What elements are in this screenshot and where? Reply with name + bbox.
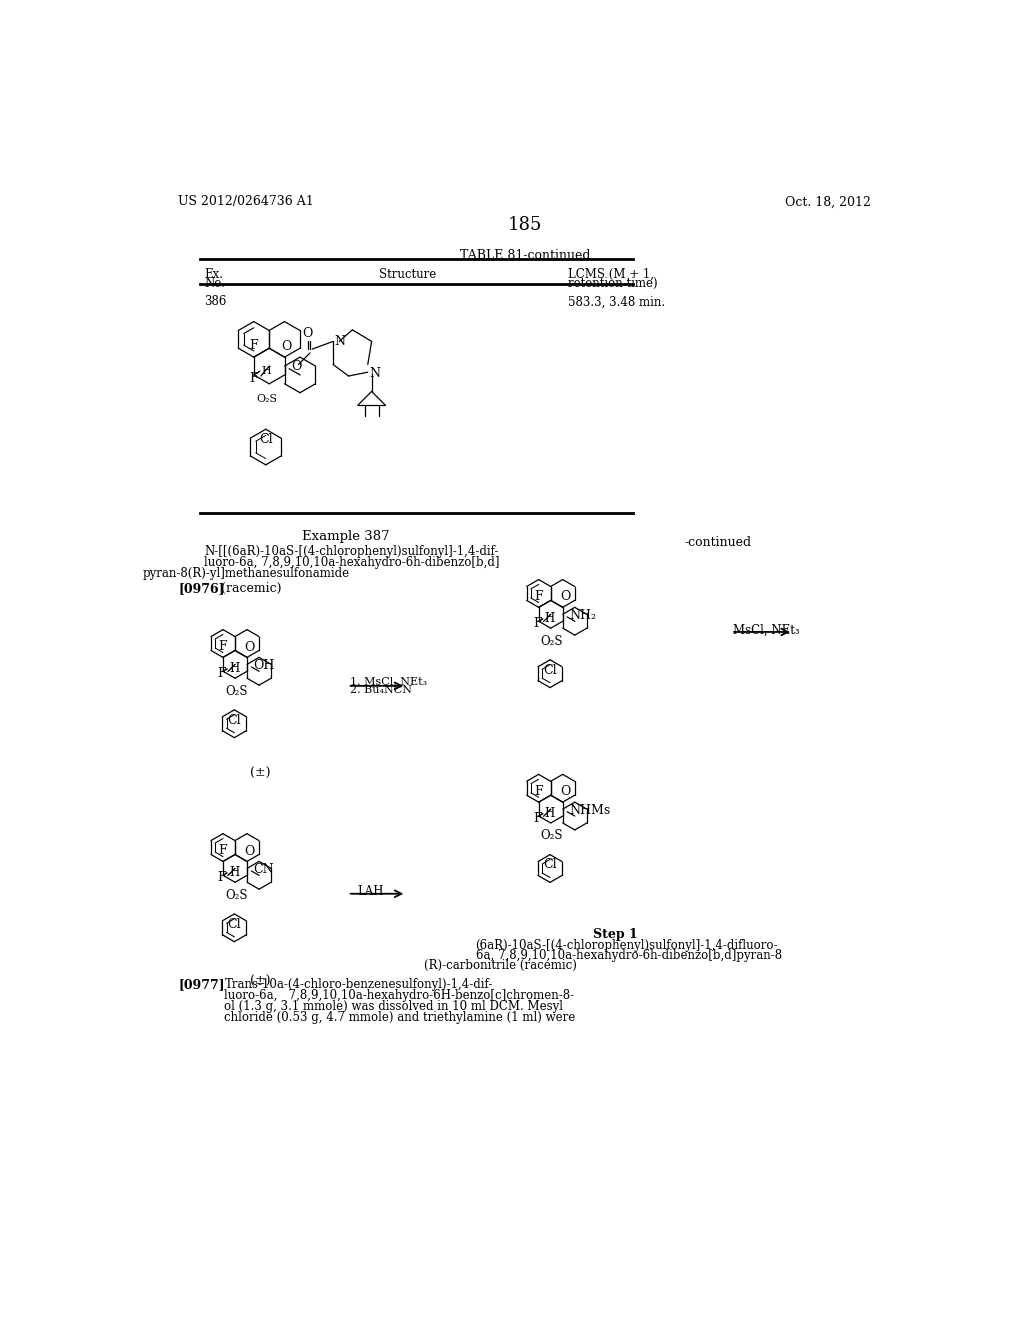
Text: F: F xyxy=(250,339,258,351)
Text: Cl: Cl xyxy=(543,858,557,871)
Text: H: H xyxy=(545,807,555,820)
Text: retention time): retention time) xyxy=(568,277,657,290)
Text: MsCl, NEt₃: MsCl, NEt₃ xyxy=(733,624,800,638)
Text: 386: 386 xyxy=(205,296,227,309)
Text: TABLE 81-continued: TABLE 81-continued xyxy=(460,249,590,263)
Text: O₂S: O₂S xyxy=(256,395,278,404)
Text: F: F xyxy=(250,372,258,384)
Text: F: F xyxy=(217,667,226,680)
Text: Trans-10a-(4-chloro-benzenesulfonyl)-1,4-dif-: Trans-10a-(4-chloro-benzenesulfonyl)-1,4… xyxy=(224,978,493,991)
Text: luoro-6a, 7,8,9,10,10a-hexahydro-6h-dibenzo[b,d]: luoro-6a, 7,8,9,10,10a-hexahydro-6h-dibe… xyxy=(205,556,500,569)
Text: F: F xyxy=(219,640,227,653)
Text: (6aR)-10aS-[(4-chlorophenyl)sulfonyl]-1,4-difluoro-: (6aR)-10aS-[(4-chlorophenyl)sulfonyl]-1,… xyxy=(475,940,778,952)
Text: (racemic): (racemic) xyxy=(221,582,282,595)
Text: chloride (0.53 g, 4.7 mmole) and triethylamine (1 ml) were: chloride (0.53 g, 4.7 mmole) and triethy… xyxy=(224,1011,575,1024)
Text: Example 387: Example 387 xyxy=(302,531,390,544)
Text: 6a, 7,8,9,10,10a-hexahydro-6h-dibenzo[b,d]pyran-8: 6a, 7,8,9,10,10a-hexahydro-6h-dibenzo[b,… xyxy=(475,949,781,962)
Text: H: H xyxy=(545,612,555,626)
Text: 1. MsCl, NEt₃: 1. MsCl, NEt₃ xyxy=(350,676,427,686)
Text: Cl: Cl xyxy=(259,433,272,446)
Text: 185: 185 xyxy=(508,216,542,234)
Text: N: N xyxy=(335,335,346,348)
Text: ol (1.3 g, 3.1 mmole) was dissolved in 10 ml DCM. Mesyl: ol (1.3 g, 3.1 mmole) was dissolved in 1… xyxy=(224,1001,563,1012)
Text: (±): (±) xyxy=(250,974,270,987)
Text: (±): (±) xyxy=(250,767,270,780)
Text: No.: No. xyxy=(205,277,225,290)
Text: F: F xyxy=(532,812,542,825)
Text: H: H xyxy=(229,663,240,676)
Text: (R)-carbonitrile (racemic): (R)-carbonitrile (racemic) xyxy=(424,960,577,973)
Text: Cl: Cl xyxy=(543,664,557,677)
Text: F: F xyxy=(532,616,542,630)
Text: NHMs: NHMs xyxy=(569,804,610,817)
Text: Step 1: Step 1 xyxy=(593,928,638,941)
Text: [0977]: [0977] xyxy=(178,978,225,991)
Text: O: O xyxy=(282,341,292,354)
Text: -continued: -continued xyxy=(685,536,752,549)
Text: CN: CN xyxy=(253,863,273,876)
Text: Cl: Cl xyxy=(227,917,241,931)
Text: O: O xyxy=(244,640,255,653)
Text: F: F xyxy=(535,784,543,797)
Text: O: O xyxy=(244,845,255,858)
Text: N-[[(6aR)-10aS-[(4-chlorophenyl)sulfonyl]-1,4-dif-: N-[[(6aR)-10aS-[(4-chlorophenyl)sulfonyl… xyxy=(205,545,499,558)
Text: Structure: Structure xyxy=(379,268,436,281)
Text: H: H xyxy=(262,366,271,376)
Text: O: O xyxy=(302,327,313,339)
Text: O₂S: O₂S xyxy=(541,829,563,842)
Text: US 2012/0264736 A1: US 2012/0264736 A1 xyxy=(178,195,314,209)
Text: O: O xyxy=(560,590,570,603)
Text: O: O xyxy=(560,785,570,799)
Text: O₂S: O₂S xyxy=(225,685,248,697)
Text: Oct. 18, 2012: Oct. 18, 2012 xyxy=(785,195,871,209)
Text: Cl: Cl xyxy=(227,714,241,727)
Text: NH₂: NH₂ xyxy=(569,610,596,622)
Text: LAH: LAH xyxy=(357,886,384,899)
Text: O: O xyxy=(291,359,301,372)
Text: O₂S: O₂S xyxy=(225,888,248,902)
Text: O₂S: O₂S xyxy=(541,635,563,648)
Text: LCMS (M + 1,: LCMS (M + 1, xyxy=(568,268,654,281)
Text: H: H xyxy=(229,866,240,879)
Text: OH: OH xyxy=(253,660,274,672)
Text: F: F xyxy=(535,590,543,603)
Text: F: F xyxy=(219,843,227,857)
Text: F: F xyxy=(217,871,226,884)
Text: 2. Bu₄NCN: 2. Bu₄NCN xyxy=(350,685,412,696)
Text: luoro-6a,   7,8,9,10,10a-hexahydro-6H-benzo[c]chromen-8-: luoro-6a, 7,8,9,10,10a-hexahydro-6H-benz… xyxy=(224,989,574,1002)
Text: Ex.: Ex. xyxy=(205,268,223,281)
Text: pyran-8(R)-yl]methanesulfonamide: pyran-8(R)-yl]methanesulfonamide xyxy=(142,566,349,579)
Text: [0976]: [0976] xyxy=(178,582,225,595)
Text: N: N xyxy=(370,367,380,380)
Text: 583.3, 3.48 min.: 583.3, 3.48 min. xyxy=(568,296,665,309)
